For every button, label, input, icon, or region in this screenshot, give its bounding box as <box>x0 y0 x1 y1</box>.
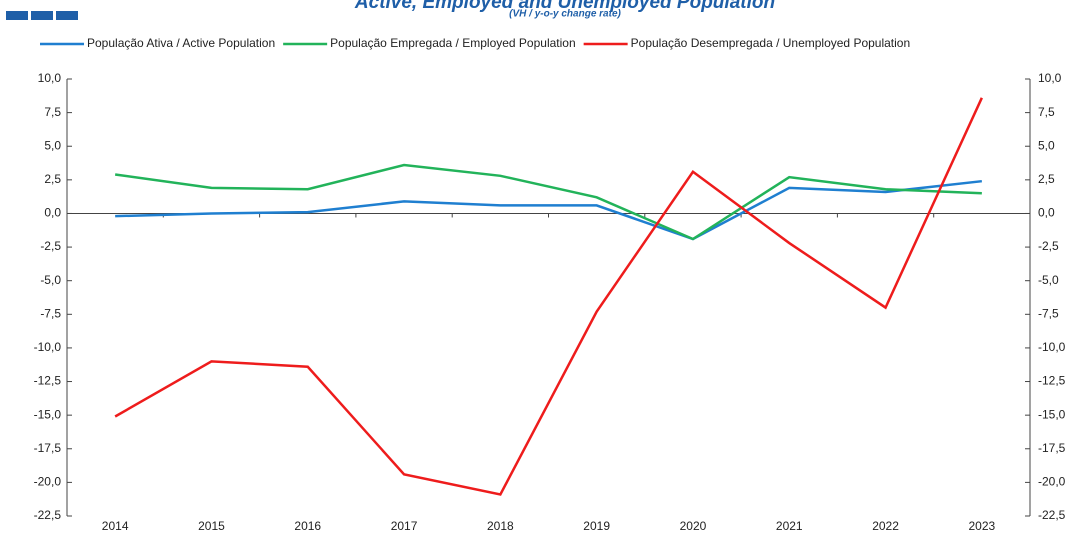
x-tick-label: 2019 <box>583 519 610 533</box>
y-tick-label: -22,5 <box>34 508 62 522</box>
y-tick-label: -2,5 <box>40 239 61 253</box>
series-line <box>115 179 982 241</box>
y-tick-label: 0,0 <box>44 206 61 220</box>
y2-tick-label: -15,0 <box>1038 407 1066 421</box>
y2-tick-label: -22,5 <box>1038 508 1066 522</box>
y2-tick-label: -10,0 <box>1038 340 1066 354</box>
x-tick-label: 2017 <box>391 519 418 533</box>
y-tick-label: -17,5 <box>34 441 62 455</box>
x-tick-label: 2021 <box>776 519 803 533</box>
y2-tick-label: 5,0 <box>1038 138 1055 152</box>
y-tick-label: 10,0 <box>38 71 62 85</box>
x-tick-label: 2014 <box>102 519 129 533</box>
x-tick-label: 2015 <box>198 519 225 533</box>
x-tick-label: 2023 <box>968 519 995 533</box>
x-tick-label: 2016 <box>294 519 321 533</box>
y2-tick-label: -17,5 <box>1038 441 1066 455</box>
y-tick-label: -15,0 <box>34 407 62 421</box>
y-tick-label: 2,5 <box>44 172 61 186</box>
y-tick-label: -5,0 <box>40 273 61 287</box>
chart-title: Active, Employed and Unemployed Populati… <box>354 0 775 13</box>
y2-tick-label: -7,5 <box>1038 306 1059 320</box>
y-tick-label: 7,5 <box>44 105 61 119</box>
y-tick-label: -10,0 <box>34 340 62 354</box>
legend-label: População Ativa / Active Population <box>87 36 275 50</box>
y2-tick-label: 2,5 <box>1038 172 1055 186</box>
logo <box>6 11 78 20</box>
y-tick-label: -7,5 <box>40 306 61 320</box>
y2-tick-label: 0,0 <box>1038 206 1055 220</box>
x-tick-label: 2022 <box>872 519 899 533</box>
y2-tick-label: -20,0 <box>1038 475 1066 489</box>
legend-label: População Desempregada / Unemployed Popu… <box>631 36 911 50</box>
y-tick-label: -12,5 <box>34 374 62 388</box>
y2-tick-label: 7,5 <box>1038 105 1055 119</box>
y2-tick-label: 10,0 <box>1038 71 1062 85</box>
chart-subtitle: (VH / y-o-y change rate) <box>509 9 621 20</box>
series-line <box>114 97 983 496</box>
series-line <box>114 163 982 241</box>
legend-label: População Empregada / Employed Populatio… <box>330 36 576 50</box>
y2-tick-label: -12,5 <box>1038 374 1066 388</box>
y-tick-label: -20,0 <box>34 475 62 489</box>
y-tick-label: 5,0 <box>44 138 61 152</box>
x-tick-label: 2020 <box>680 519 707 533</box>
x-tick-label: 2018 <box>487 519 514 533</box>
y2-tick-label: -5,0 <box>1038 273 1059 287</box>
y2-tick-label: -2,5 <box>1038 239 1059 253</box>
